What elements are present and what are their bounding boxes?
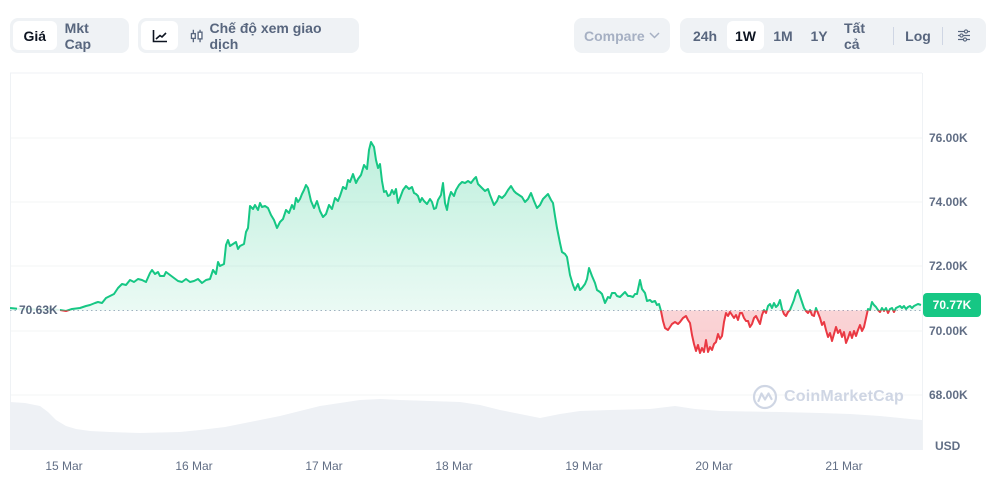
- watermark-text: CoinMarketCap: [784, 388, 904, 405]
- x-tick-16-mar: 16 Mar: [175, 459, 213, 473]
- y-tick-72k: 72.00K: [929, 259, 968, 273]
- compare-dropdown[interactable]: Compare: [574, 18, 670, 53]
- volume-area: [10, 399, 922, 450]
- x-tick-20-mar: 20 Mar: [695, 459, 733, 473]
- open-price-label: 70.63K: [17, 303, 60, 317]
- y-tick-74k: 74.00K: [929, 195, 968, 209]
- trading-view-button[interactable]: Chế độ xem giao dịch: [178, 19, 356, 52]
- x-tick-18-mar: 18 Mar: [435, 459, 473, 473]
- x-tick-15-mar: 15 Mar: [45, 459, 83, 473]
- range-24h[interactable]: 24h: [692, 27, 718, 44]
- chart-settings-button[interactable]: [946, 21, 982, 50]
- chevron-down-icon: [649, 32, 660, 39]
- y-tick-68k: 68.00K: [929, 388, 968, 402]
- y-tick-70k: 70.00K: [929, 324, 968, 338]
- compare-label: Compare: [584, 27, 645, 44]
- range-1y[interactable]: 1Y: [810, 27, 828, 44]
- trading-view-label: Chế độ xem giao dịch: [209, 19, 322, 52]
- x-tick-21-mar: 21 Mar: [825, 459, 863, 473]
- time-range-selector: 24h 1W 1M 1Y Tất cả Log: [680, 18, 986, 53]
- tab-mkt-cap[interactable]: Mkt Cap: [64, 19, 92, 52]
- sliders-icon: [958, 29, 970, 42]
- price-area-up: [10, 142, 921, 311]
- line-chart-icon: [152, 29, 167, 42]
- chart-mode-toggle: Chế độ xem giao dịch: [138, 18, 359, 53]
- range-1w[interactable]: 1W: [727, 21, 764, 50]
- coinmarketcap-watermark: CoinMarketCap: [752, 384, 904, 410]
- price-area-down: [10, 310, 921, 353]
- log-scale-button[interactable]: Log: [905, 27, 931, 44]
- tab-price[interactable]: Giá: [13, 21, 57, 50]
- range-1m[interactable]: 1M: [773, 27, 793, 44]
- current-price-tag: 70.77K: [923, 293, 981, 317]
- currency-label: USD: [935, 439, 961, 453]
- divider: [942, 26, 943, 45]
- chart-toolbar: Giá Mkt Cap Chế độ xem giao dịch Compare…: [0, 0, 997, 72]
- candlestick-icon: [190, 29, 203, 42]
- divider: [893, 26, 894, 45]
- x-tick-19-mar: 19 Mar: [565, 459, 603, 473]
- coinmarketcap-logo-icon: [752, 384, 778, 410]
- range-all[interactable]: Tất cả: [844, 19, 865, 52]
- line-chart-button[interactable]: [141, 21, 179, 50]
- x-tick-17-mar: 17 Mar: [305, 459, 343, 473]
- price-line-up: [10, 141, 922, 311]
- y-tick-76k: 76.00K: [929, 131, 968, 145]
- price-mktcap-toggle: Giá Mkt Cap: [10, 18, 129, 53]
